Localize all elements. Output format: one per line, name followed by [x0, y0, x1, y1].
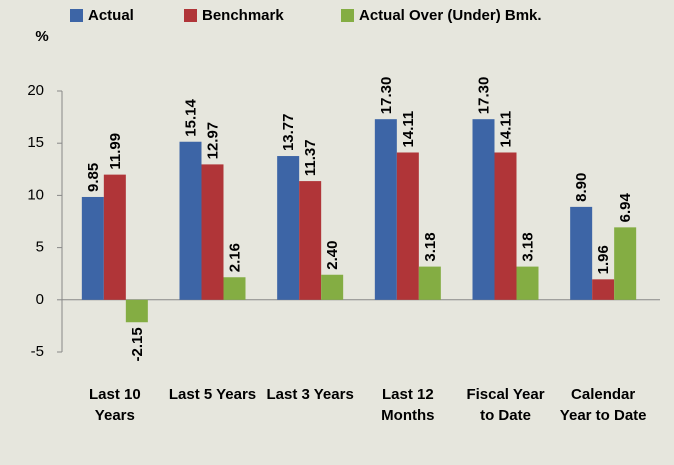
bar	[125, 299, 148, 323]
bar	[223, 277, 246, 300]
data-label: 3.18	[422, 232, 439, 261]
y-tick-label: 10	[27, 186, 44, 203]
bar	[592, 279, 615, 300]
data-label: 17.30	[475, 77, 492, 115]
data-label: 15.14	[182, 99, 199, 137]
x-tick-label: Calendar Year to Date	[559, 386, 647, 424]
bar	[299, 181, 322, 300]
y-tick-label: -5	[31, 343, 44, 360]
y-tick-label: 15	[27, 134, 44, 151]
legend-swatch	[70, 9, 83, 22]
x-tick-label: Last 3 Years	[266, 386, 354, 403]
legend-swatch	[341, 9, 354, 22]
legend-label: Actual Over (Under) Bmk.	[359, 7, 542, 24]
data-label: 11.37	[302, 139, 319, 176]
bar	[81, 196, 104, 300]
y-tick-label: 5	[36, 239, 44, 256]
bar	[516, 266, 539, 300]
bar	[418, 266, 441, 300]
bar	[374, 119, 397, 300]
bar	[614, 227, 637, 300]
bar	[179, 141, 202, 300]
bar	[472, 119, 495, 300]
bar	[201, 164, 224, 300]
y-axis-label: %	[35, 28, 48, 45]
x-tick-label: Fiscal Year to Date	[466, 386, 545, 424]
data-label: -2.15	[129, 327, 146, 361]
bar	[277, 156, 300, 300]
data-label: 12.97	[204, 122, 221, 160]
data-label: 13.77	[280, 113, 297, 151]
data-label: 3.18	[519, 232, 536, 261]
bar	[570, 206, 593, 300]
data-label: 1.96	[595, 245, 612, 274]
legend-label: Benchmark	[202, 7, 284, 24]
data-label: 14.11	[497, 111, 514, 148]
x-tick-label: Last 12 Months	[381, 386, 435, 424]
bar	[396, 152, 419, 300]
legend-label: Actual	[88, 7, 134, 24]
legend-swatch	[184, 9, 197, 22]
bar	[103, 174, 126, 300]
data-label: 2.16	[226, 243, 243, 272]
data-label: 6.94	[617, 192, 634, 222]
x-tick-label: Last 10 Years	[88, 386, 141, 424]
bar	[494, 152, 517, 300]
data-label: 2.40	[324, 241, 341, 270]
data-label: 14.11	[400, 111, 417, 148]
data-label: 9.85	[85, 163, 102, 192]
data-label: 17.30	[378, 77, 395, 115]
y-tick-label: 20	[27, 82, 44, 99]
y-tick-label: 0	[36, 291, 44, 308]
bar	[321, 274, 344, 300]
data-label: 11.99	[107, 133, 124, 170]
x-tick-label: Last 5 Years	[168, 386, 257, 403]
data-label: 8.90	[573, 173, 590, 202]
